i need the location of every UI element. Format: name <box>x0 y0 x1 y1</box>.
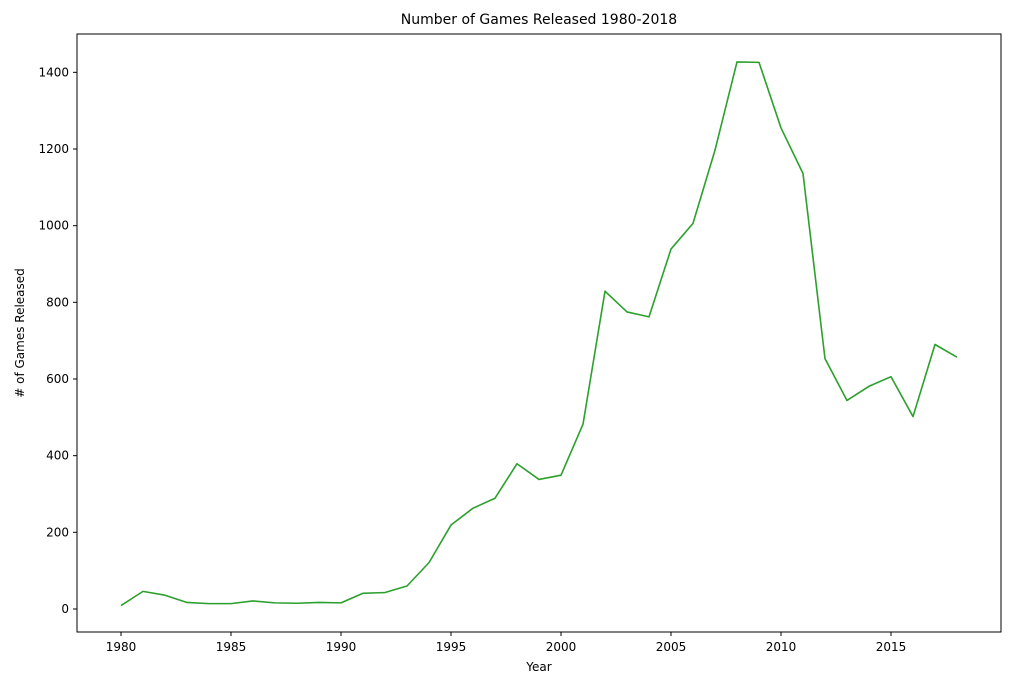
y-tick-label: 800 <box>46 295 69 309</box>
series-line <box>120 61 958 607</box>
y-tick-label: 600 <box>46 372 69 386</box>
x-tick-label: 1980 <box>106 640 137 654</box>
y-tick-label: 1200 <box>38 142 69 156</box>
x-tick-label: 1985 <box>216 640 247 654</box>
y-tick-label: 200 <box>46 525 69 539</box>
chart-title: Number of Games Released 1980-2018 <box>401 12 677 28</box>
x-tick-label: 1995 <box>436 640 467 654</box>
y-tick-label: 400 <box>46 449 69 463</box>
x-tick-label: 1990 <box>326 640 357 654</box>
x-tick-label: 2015 <box>876 640 907 654</box>
plot-frame <box>76 33 1002 633</box>
x-tick-label: 2010 <box>766 640 797 654</box>
y-axis-label: # of Games Released <box>13 268 27 398</box>
x-tick-label: 2000 <box>546 640 577 654</box>
x-tick-label: 2005 <box>656 640 687 654</box>
y-tick-label: 1400 <box>38 65 69 79</box>
y-tick-label: 0 <box>61 602 69 616</box>
x-axis-label: Year <box>525 660 551 674</box>
y-tick-label: 1000 <box>38 219 69 233</box>
